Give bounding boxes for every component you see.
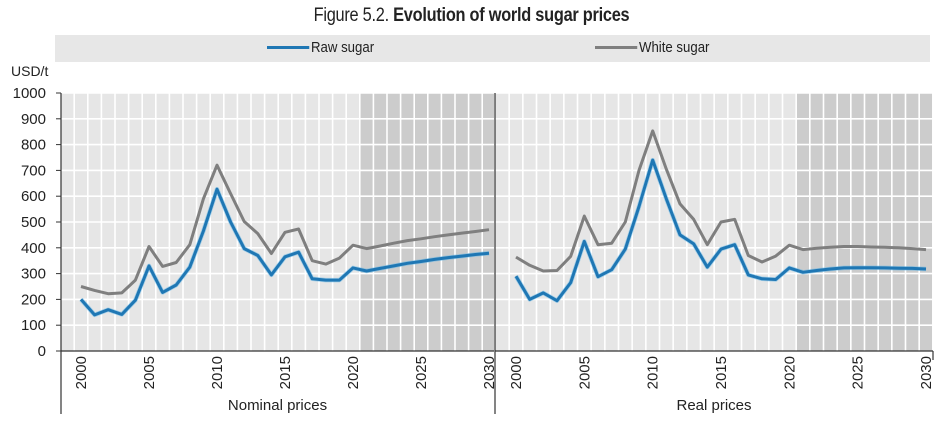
legend-swatch-white-sugar bbox=[595, 46, 638, 49]
x-tick-label: 2010 bbox=[645, 356, 662, 389]
x-tick-label: 2005 bbox=[576, 356, 593, 389]
x-tick-label: 2005 bbox=[141, 356, 158, 389]
title-bold: Evolution of world sugar prices bbox=[393, 5, 630, 26]
y-tick-label: 400 bbox=[21, 240, 46, 257]
x-tick-label: 2015 bbox=[277, 356, 294, 389]
panel-label: Nominal prices bbox=[228, 397, 327, 414]
y-tick-label: 600 bbox=[21, 188, 46, 205]
x-tick-label: 2000 bbox=[508, 356, 525, 389]
y-tick-label: 100 bbox=[21, 317, 46, 334]
legend: Raw sugar White sugar bbox=[55, 35, 930, 62]
y-tick-label: 0 bbox=[38, 343, 46, 360]
legend-label-raw-sugar: Raw sugar bbox=[311, 39, 375, 56]
chart-title: Figure 5.2. Evolution of world sugar pri… bbox=[66, 5, 877, 27]
legend-label-white-sugar: White sugar bbox=[639, 39, 710, 56]
x-tick-label: 2030 bbox=[481, 356, 498, 389]
y-tick-label: 900 bbox=[21, 111, 46, 128]
x-tick-label: 2025 bbox=[413, 356, 430, 389]
y-tick-label: 500 bbox=[21, 214, 46, 231]
y-tick-label: 800 bbox=[21, 137, 46, 154]
panel-label: Real prices bbox=[676, 397, 751, 414]
x-tick-label: 2010 bbox=[209, 356, 226, 389]
y-tick-label: 300 bbox=[21, 266, 46, 283]
x-tick-label: 2025 bbox=[850, 356, 867, 389]
title-prefix: Figure 5.2. bbox=[313, 5, 394, 26]
y-axis-label: USD/t bbox=[11, 63, 48, 79]
y-tick-label: 1000 bbox=[13, 85, 46, 102]
legend-swatch-raw-sugar bbox=[267, 46, 310, 49]
x-tick-label: 2030 bbox=[918, 356, 935, 389]
legend-item-white-sugar: White sugar bbox=[595, 39, 709, 56]
y-tick-label: 700 bbox=[21, 162, 46, 179]
x-tick-label: 2020 bbox=[781, 356, 798, 389]
x-tick-label: 2000 bbox=[73, 356, 90, 389]
legend-item-raw-sugar: Raw sugar bbox=[267, 39, 374, 56]
x-tick-label: 2015 bbox=[713, 356, 730, 389]
y-tick-label: 200 bbox=[21, 291, 46, 308]
x-tick-label: 2020 bbox=[345, 356, 362, 389]
